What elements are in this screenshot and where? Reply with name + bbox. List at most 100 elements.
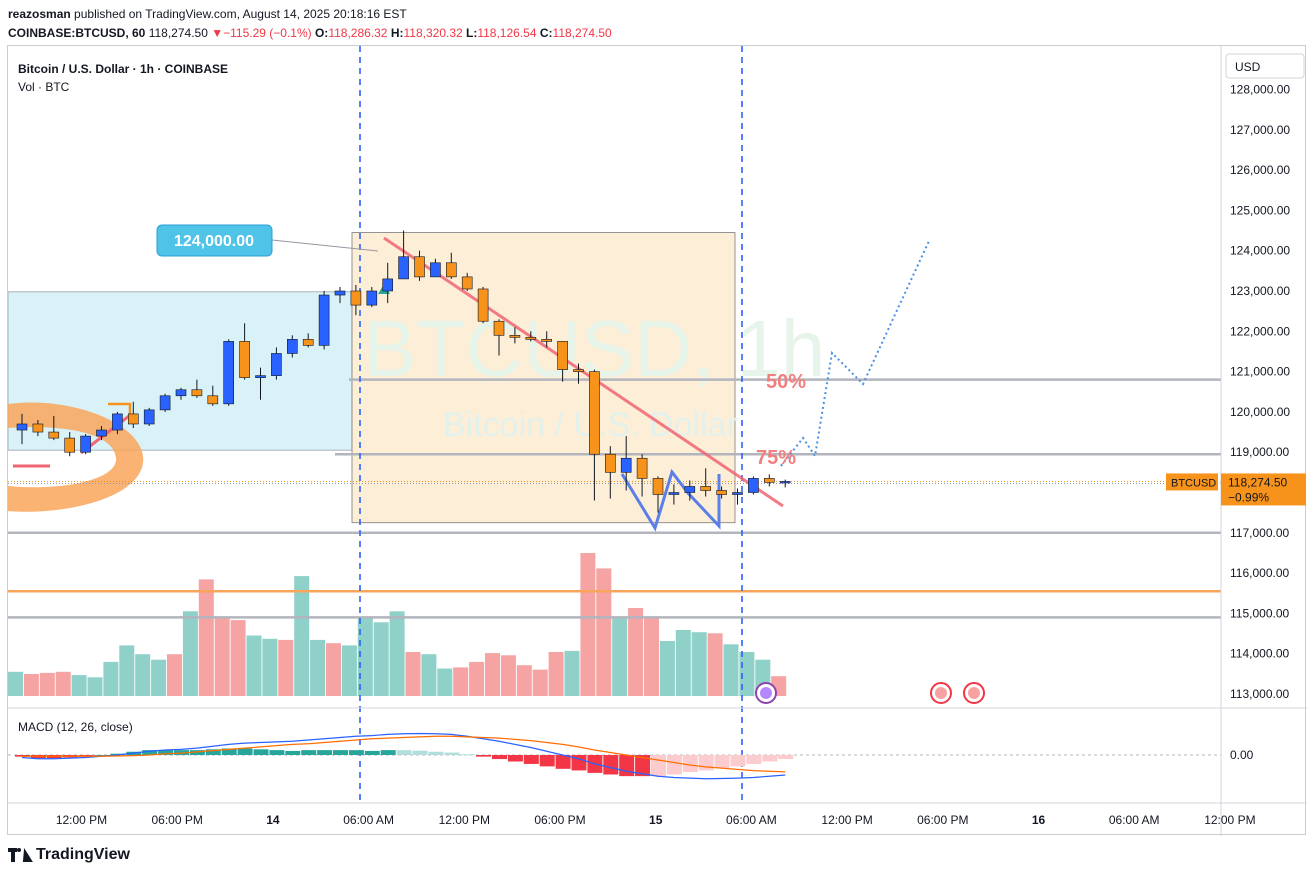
- volume-bar: [500, 655, 516, 696]
- candle-body: [604, 453, 616, 473]
- candle-body: [366, 290, 378, 306]
- candle-body: [493, 320, 505, 336]
- volume-bar: [469, 661, 485, 696]
- volume-bar: [437, 668, 453, 696]
- candle-body: [573, 369, 584, 372]
- candle-body: [64, 437, 76, 453]
- candle-body: [159, 395, 171, 411]
- annotation-leader: [271, 239, 379, 252]
- y-tick-label: 125,000.00: [1230, 203, 1290, 217]
- annotation-price-text: 124,000.00: [174, 233, 254, 250]
- candle-body: [732, 492, 743, 495]
- macd-histogram-bar: [523, 755, 539, 764]
- annotation-price-box: [156, 224, 273, 257]
- x-tick-label: 12:00 PM: [439, 813, 490, 827]
- candle-body: [350, 290, 362, 306]
- volume-bar: [55, 671, 71, 696]
- low-label: L:: [466, 26, 478, 40]
- candle-body: [175, 389, 187, 397]
- volume-bar: [246, 635, 262, 696]
- candle-body: [382, 278, 394, 292]
- candle-body: [557, 341, 568, 370]
- signal-line: [22, 735, 786, 773]
- x-tick-label: 06:00 AM: [1109, 813, 1160, 827]
- y-tick-label: 114,000.00: [1230, 647, 1289, 661]
- macd-histogram-bar: [364, 750, 380, 755]
- macd-histogram-bar: [412, 750, 428, 755]
- high-label: H:: [390, 26, 404, 40]
- candle-body: [779, 481, 791, 484]
- author-name[interactable]: reazosman: [8, 7, 71, 21]
- volume-bar: [151, 659, 167, 696]
- volume-bar: [341, 645, 357, 696]
- candle-body: [541, 339, 553, 342]
- candle-body: [112, 413, 123, 431]
- volume-legend: Vol · BTC: [18, 80, 70, 94]
- y-tick-label: 121,000.00: [1230, 365, 1290, 379]
- candle-body: [80, 435, 91, 453]
- candle-body: [461, 276, 473, 290]
- volume-bar: [278, 639, 294, 696]
- macd-histogram-bar: [778, 755, 794, 760]
- macd-histogram-bar: [666, 755, 682, 775]
- candle-body: [286, 339, 298, 354]
- candle-body: [525, 337, 537, 340]
- volume-bar: [389, 611, 405, 696]
- y-tick-label: 113,000.00: [1230, 687, 1289, 701]
- macd-histogram-bar: [603, 755, 619, 775]
- x-tick-label: 15: [649, 813, 663, 827]
- y-tick-label: 117,000.00: [1230, 526, 1289, 540]
- macd-legend: MACD (12, 26, close): [18, 720, 133, 734]
- volume-bar: [119, 645, 135, 696]
- volume-bar: [453, 667, 469, 696]
- tradingview-brand[interactable]: TradingView: [8, 846, 130, 864]
- macd-histogram-bar: [698, 755, 714, 771]
- macd-histogram-bar: [682, 755, 698, 773]
- candle-body: [748, 478, 759, 493]
- candle-body: [302, 339, 314, 346]
- volume-bar: [675, 630, 691, 696]
- volume-bar: [485, 653, 500, 696]
- volume-bar: [87, 677, 103, 696]
- volume-bar: [23, 674, 39, 696]
- y-tick-label: 123,000.00: [1230, 284, 1290, 298]
- price-tag-value: 118,274.50: [1228, 475, 1287, 489]
- volume-bar: [580, 553, 596, 696]
- macd-histogram-bar: [333, 750, 348, 755]
- macd-histogram-bar: [492, 755, 507, 760]
- macd-histogram-bar: [460, 754, 476, 756]
- macd-histogram-bar: [746, 755, 762, 764]
- y-tick-label: 126,000.00: [1230, 163, 1290, 177]
- macd-histogram-bar: [380, 750, 396, 755]
- price-tag: [1221, 473, 1306, 506]
- volume-bar: [71, 675, 87, 696]
- fib-50-label: 50%: [766, 371, 806, 393]
- volume-bar: [294, 576, 310, 696]
- volume-bar: [612, 617, 628, 696]
- y-tick-label: 115,000.00: [1230, 606, 1289, 620]
- x-tick-label: 06:00 AM: [726, 813, 777, 827]
- candle-body: [430, 262, 441, 278]
- open-label: O:: [314, 26, 329, 40]
- volume-bar: [739, 652, 755, 696]
- y-tick-label: 124,000.00: [1230, 244, 1290, 258]
- macd-zero-label: 0.00: [1230, 748, 1254, 762]
- candle-body: [477, 288, 489, 322]
- low-value: 118,126.54: [477, 26, 537, 40]
- volume-bar: [373, 622, 389, 696]
- candle-body: [620, 457, 632, 473]
- x-tick-label: 06:00 PM: [152, 813, 203, 827]
- ohlc-bar: COINBASE:BTCUSD, 60 118,274.50 ▼−115.29 …: [8, 26, 612, 40]
- event-icon-core: [760, 687, 772, 699]
- candle-body: [191, 389, 203, 397]
- brand-name: TradingView: [36, 846, 130, 863]
- volume-bar: [326, 643, 341, 696]
- volume-bar: [548, 652, 564, 696]
- macd-histogram-bar: [348, 750, 364, 755]
- chart-title: Bitcoin / U.S. Dollar · 1h · COINBASE: [18, 62, 228, 76]
- candle-body: [239, 341, 250, 378]
- volume-bar: [135, 654, 151, 696]
- candle-body: [445, 262, 457, 278]
- chart-frame[interactable]: BTCUSD, 1h Bitcoin / U.S. Dollar 0.00 USD…: [7, 45, 1307, 836]
